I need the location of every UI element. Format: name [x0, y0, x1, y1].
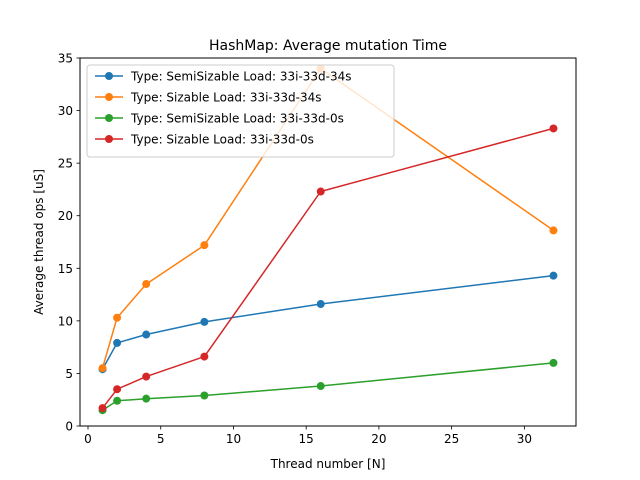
legend-label: Type: SemiSizable Load: 33i-33d-34s	[130, 70, 352, 84]
legend-marker	[105, 93, 113, 101]
data-point	[142, 280, 151, 289]
x-tick-label: 25	[444, 432, 459, 446]
y-tick-label: 20	[58, 209, 73, 223]
data-point	[200, 352, 209, 361]
data-point	[549, 226, 558, 235]
data-point	[200, 317, 209, 326]
data-point	[200, 391, 209, 400]
legend-marker	[105, 114, 113, 122]
data-point	[142, 330, 151, 339]
data-point	[549, 271, 558, 280]
data-point	[113, 396, 122, 405]
data-point	[142, 372, 151, 381]
data-point	[98, 404, 107, 413]
data-point	[113, 385, 122, 394]
legend-label: Type: Sizable Load: 33i-33d-0s	[130, 133, 314, 147]
y-tick-label: 5	[65, 367, 73, 381]
legend-box	[86, 64, 395, 158]
x-tick-label: 30	[517, 432, 532, 446]
data-point	[549, 124, 558, 133]
data-point	[98, 364, 107, 373]
x-tick-label: 20	[371, 432, 386, 446]
data-point	[142, 394, 151, 403]
series-line-3	[102, 362, 554, 411]
y-tick-label: 35	[58, 52, 73, 66]
legend-label: Type: Sizable Load: 33i-33d-34s	[130, 91, 322, 105]
data-point	[316, 300, 325, 309]
y-tick-label: 15	[58, 262, 73, 276]
legend: Type: SemiSizable Load: 33i-33d-34s Type:…	[86, 64, 395, 158]
legend-marker	[105, 135, 113, 143]
data-point	[113, 313, 122, 322]
y-tick-label: 0	[65, 420, 73, 434]
data-point	[113, 338, 122, 347]
x-tick-label: 15	[299, 432, 314, 446]
series-line-1	[101, 274, 554, 370]
data-point	[200, 241, 209, 250]
data-point	[316, 187, 325, 196]
x-axis-label: Thread number [N]	[270, 457, 386, 471]
legend-label: Type: SemiSizable Load: 33i-33d-0s	[130, 112, 344, 126]
data-point	[316, 382, 325, 391]
x-tick-label: 10	[226, 432, 241, 446]
axes-layer: 0 5 10 15 20 25 30 0 5 10 15 20 25 30 35	[58, 52, 532, 447]
chart-title: HashMap: Average mutation Time	[209, 38, 447, 54]
y-axis-label: Average thread ops [uS]	[32, 169, 46, 315]
y-tick-label: 10	[58, 314, 73, 328]
y-tick-label: 30	[58, 104, 73, 118]
x-tick-label: 0	[84, 432, 92, 446]
plot-frame	[79, 57, 577, 427]
data-point	[549, 358, 558, 367]
x-tick-label: 5	[157, 432, 165, 446]
y-tick-label: 25	[58, 157, 73, 171]
legend-marker	[105, 72, 113, 80]
